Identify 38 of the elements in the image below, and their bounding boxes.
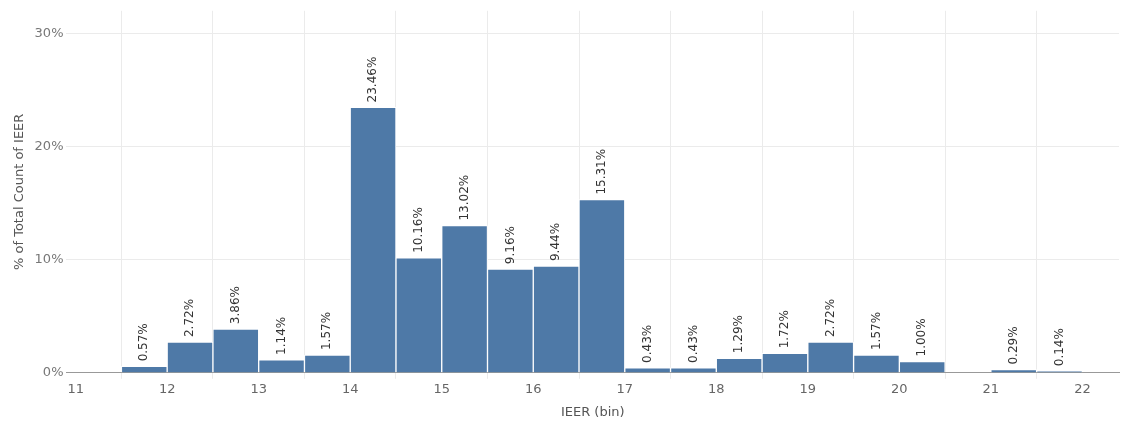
x-tick-label: 18 <box>708 380 725 396</box>
data-label: 1.72% <box>777 310 792 349</box>
data-label: 15.31% <box>594 148 609 195</box>
x-tick-label: 20 <box>891 380 908 396</box>
data-label: 3.86% <box>227 286 242 325</box>
x-tick-label: 11 <box>67 380 84 396</box>
data-label: 0.29% <box>1005 326 1020 365</box>
data-label: 1.00% <box>914 318 929 357</box>
data-label: 0.57% <box>136 323 151 362</box>
data-label: 1.29% <box>731 315 746 354</box>
y-axis-title: % of Total Count of IEER <box>11 113 27 270</box>
data-label: 13.02% <box>456 174 471 221</box>
data-label: 1.57% <box>319 311 334 351</box>
data-label: 0.14% <box>1051 328 1066 367</box>
x-tick-label: 12 <box>158 380 176 396</box>
data-label: 2.72% <box>182 298 197 338</box>
y-tick-label: 20% <box>34 137 64 153</box>
x-tick-label: 15 <box>433 380 451 396</box>
data-label: 0.43% <box>685 324 700 363</box>
data-label: 0.43% <box>639 324 654 363</box>
data-label: 1.14% <box>273 316 288 355</box>
data-label: 10.16% <box>410 207 425 253</box>
data-label: 9.44% <box>548 222 563 262</box>
x-tick-label: 19 <box>799 380 817 396</box>
x-tick-label: 22 <box>1074 380 1091 396</box>
x-tick-label: 14 <box>341 380 359 396</box>
x-tick-label: 13 <box>250 380 267 396</box>
x-tick-label: 21 <box>982 380 1000 396</box>
y-tick-label: 30% <box>34 24 64 40</box>
data-label: 23.46% <box>365 56 380 103</box>
x-axis-title: IEER (bin) <box>560 403 625 419</box>
x-tick-label: 17 <box>616 380 634 396</box>
data-label: 1.57% <box>868 311 883 351</box>
y-tick-label: 0% <box>42 364 64 380</box>
x-tick-label: 16 <box>524 380 542 396</box>
y-tick-label: 10% <box>34 251 64 267</box>
data-label: 2.72% <box>822 298 837 338</box>
data-label: 9.16% <box>502 226 517 265</box>
